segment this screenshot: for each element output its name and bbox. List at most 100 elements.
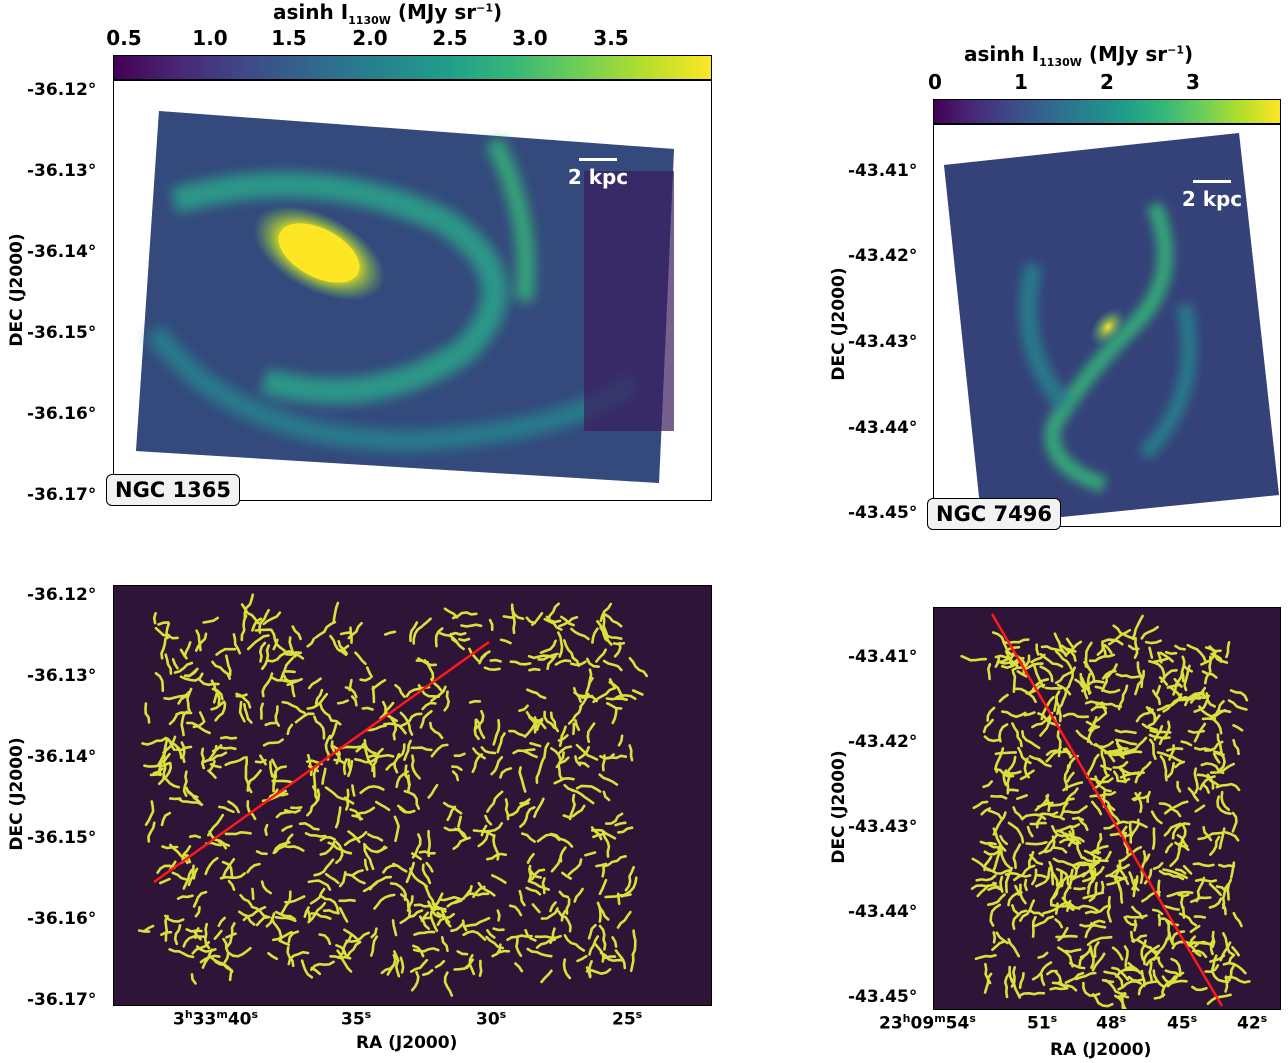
filament — [1054, 670, 1074, 685]
ylabel-ngc1365-skel: DEC (J2000) — [7, 737, 27, 851]
filament — [255, 915, 271, 927]
filament — [450, 921, 465, 933]
filament — [553, 776, 575, 785]
filament — [411, 833, 422, 859]
filament — [1048, 813, 1065, 821]
filament — [1084, 904, 1110, 915]
filament — [539, 639, 557, 654]
filament — [534, 934, 562, 940]
filament — [528, 716, 539, 731]
filament — [1115, 749, 1143, 756]
filament — [557, 764, 564, 781]
filament — [259, 754, 267, 766]
filament — [617, 734, 624, 747]
filament — [270, 916, 283, 942]
filament — [168, 714, 178, 726]
filament — [221, 860, 234, 880]
ylabel-ngc7496: DEC (J2000) — [829, 267, 849, 381]
filament — [1079, 672, 1089, 700]
filament — [175, 745, 193, 752]
filament — [558, 725, 567, 747]
filament — [588, 935, 600, 956]
filament — [397, 743, 406, 759]
filament — [475, 718, 486, 740]
filament — [393, 815, 400, 843]
filament — [200, 747, 206, 770]
filament — [987, 893, 1006, 906]
filament — [631, 929, 637, 957]
filament — [1038, 834, 1058, 855]
filament — [492, 719, 501, 746]
dec-tick: -36.16° — [27, 909, 97, 929]
filament — [457, 815, 462, 828]
filament — [1187, 787, 1200, 802]
filament — [329, 722, 338, 740]
filament — [1124, 965, 1137, 970]
filament — [1174, 760, 1186, 769]
filament — [185, 928, 203, 933]
filament — [550, 747, 562, 761]
filament — [141, 736, 168, 746]
filament — [217, 916, 226, 928]
colorbar-ngc7496 — [933, 99, 1281, 124]
cbar-tick: 1 — [1014, 70, 1028, 94]
filament — [154, 626, 179, 640]
filament — [1019, 899, 1036, 922]
filament — [227, 879, 236, 891]
dec-tick: -36.13° — [27, 666, 97, 686]
filament — [550, 857, 562, 873]
filament — [1164, 650, 1178, 656]
filament — [1019, 769, 1035, 781]
filament — [557, 745, 573, 756]
cbar-tick: 2.5 — [432, 26, 468, 50]
filament — [1163, 822, 1182, 837]
filament — [1062, 805, 1088, 814]
filament — [290, 806, 303, 810]
filament — [274, 910, 296, 921]
filament — [1057, 926, 1069, 942]
filament — [1031, 915, 1037, 938]
filament — [557, 631, 564, 658]
filament — [1225, 641, 1231, 659]
filament — [521, 832, 536, 843]
filament — [271, 758, 279, 770]
filament — [337, 640, 348, 655]
filament — [1055, 867, 1072, 890]
filament — [535, 757, 545, 784]
filament — [480, 746, 497, 755]
filament — [554, 659, 572, 666]
filament — [1092, 844, 1109, 853]
filament — [1192, 949, 1208, 959]
filament — [1014, 687, 1037, 704]
filament — [1109, 831, 1128, 837]
filament — [1123, 945, 1129, 967]
filament — [246, 769, 262, 792]
filament — [1031, 711, 1054, 729]
filament — [371, 685, 376, 704]
filament — [1159, 755, 1168, 782]
filament — [1189, 935, 1197, 947]
filament — [1170, 957, 1182, 977]
filament — [1065, 637, 1075, 649]
filament — [344, 686, 358, 699]
filament — [1065, 648, 1077, 662]
filament — [1204, 672, 1210, 685]
filament — [1071, 816, 1085, 822]
filament — [1229, 689, 1249, 702]
filament — [1091, 952, 1106, 972]
filament — [999, 834, 1008, 846]
filament — [1216, 795, 1232, 815]
filament — [982, 718, 994, 734]
filament — [291, 625, 302, 641]
filament — [222, 937, 230, 964]
filament — [198, 678, 220, 687]
filament — [1059, 801, 1069, 818]
filament — [406, 895, 414, 912]
filament — [1094, 685, 1121, 694]
filament — [549, 711, 560, 733]
filament — [1111, 946, 1124, 961]
filament — [460, 623, 483, 628]
filament — [1006, 772, 1012, 795]
filament — [974, 954, 997, 961]
filament — [160, 930, 173, 936]
